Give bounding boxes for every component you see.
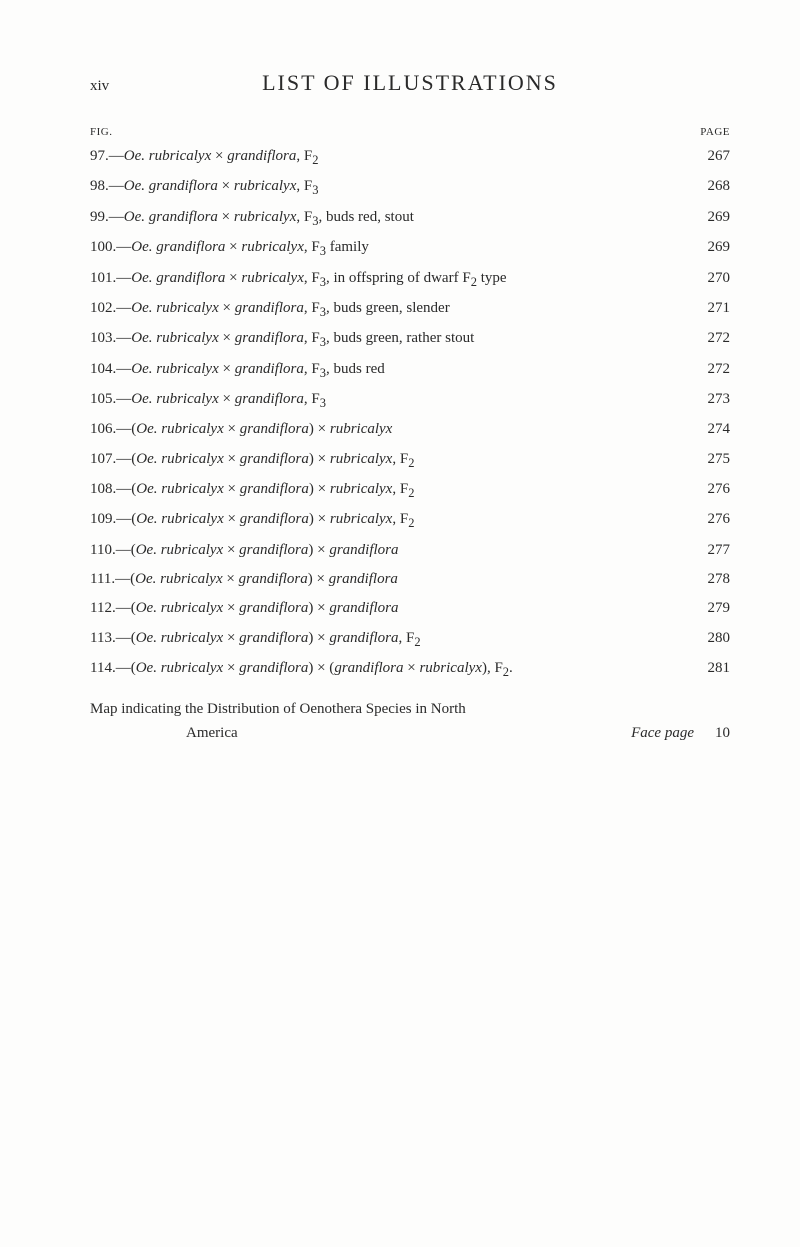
list-entry: 98.—Oe. grandiflora × rubricalyx, F3 268	[90, 172, 730, 202]
entry-page: 269	[694, 203, 730, 232]
leader-dots	[322, 159, 690, 160]
entry-label: 109.—(Oe. rubricalyx × grandiflora) × ru…	[90, 505, 414, 535]
entry-page: 278	[694, 565, 730, 594]
column-headers: FIG. PAGE	[90, 126, 730, 138]
list-entry: 100.—Oe. grandiflora × rubricalyx, F3 fa…	[90, 233, 730, 263]
entry-label: 108.—(Oe. rubricalyx × grandiflora) × ru…	[90, 475, 414, 505]
leader-dots	[418, 220, 690, 221]
leader-dots	[454, 311, 690, 312]
entry-page: 280	[694, 624, 730, 653]
entry-label: 100.—Oe. grandiflora × rubricalyx, F3 fa…	[90, 233, 369, 263]
entry-page: 279	[694, 594, 730, 623]
entry-page: 269	[694, 233, 730, 262]
entry-page: 273	[694, 385, 730, 414]
leader-dots	[396, 432, 690, 433]
entry-page: 277	[694, 536, 730, 565]
entry-label: 112.—(Oe. rubricalyx × grandiflora) × gr…	[90, 594, 399, 623]
entries-list: 97.—Oe. rubricalyx × grandiflora, F2267 …	[90, 142, 730, 684]
entry-label: 113.—(Oe. rubricalyx × grandiflora) × gr…	[90, 624, 421, 654]
leader-dots	[389, 372, 690, 373]
entry-page: 270	[694, 264, 730, 293]
entry-label: 101.—Oe. grandiflora × rubricalyx, F3, i…	[90, 264, 507, 294]
list-entry: 97.—Oe. rubricalyx × grandiflora, F2 267	[90, 142, 730, 172]
list-entry: 106.—(Oe. rubricalyx × grandiflora) × ru…	[90, 415, 730, 444]
entry-label: 114.—(Oe. rubricalyx × grandiflora) × (g…	[90, 654, 513, 684]
entry-label: 103.—Oe. rubricalyx × grandiflora, F3, b…	[90, 324, 474, 354]
page-title: LIST OF ILLUSTRATIONS	[90, 70, 730, 96]
entry-label: 107.—(Oe. rubricalyx × grandiflora) × ru…	[90, 445, 414, 475]
leader-dots	[373, 250, 690, 251]
leader-dots	[418, 492, 690, 493]
entry-label: 98.—Oe. grandiflora × rubricalyx, F3	[90, 172, 318, 202]
col-fig: FIG.	[90, 126, 112, 138]
entry-label: 111.—(Oe. rubricalyx × grandiflora) × gr…	[90, 565, 398, 594]
leader-dots	[517, 671, 690, 672]
list-entry: 99.—Oe. grandiflora × rubricalyx, F3, bu…	[90, 203, 730, 233]
col-page: PAGE	[700, 126, 730, 138]
list-entry: 114.—(Oe. rubricalyx × grandiflora) × (g…	[90, 654, 730, 684]
entry-label: 106.—(Oe. rubricalyx × grandiflora) × ru…	[90, 415, 392, 444]
list-entry: 110.—(Oe. rubricalyx × grandiflora) × gr…	[90, 536, 730, 565]
list-entry: 104.—Oe. rubricalyx × grandiflora, F3, b…	[90, 355, 730, 385]
list-entry: 103.—Oe. rubricalyx × grandiflora, F3, b…	[90, 324, 730, 354]
entry-page: 267	[694, 142, 730, 171]
leader-dots	[425, 641, 690, 642]
list-entry: 111.—(Oe. rubricalyx × grandiflora) × gr…	[90, 565, 730, 594]
list-entry: 102.—Oe. rubricalyx × grandiflora, F3, b…	[90, 294, 730, 324]
entry-page: 272	[694, 324, 730, 353]
leader-dots	[403, 611, 691, 612]
entry-label: 99.—Oe. grandiflora × rubricalyx, F3, bu…	[90, 203, 414, 233]
entry-page: 268	[694, 172, 730, 201]
header-row: xiv LIST OF ILLUSTRATIONS	[90, 70, 730, 96]
entry-label: 102.—Oe. rubricalyx × grandiflora, F3, b…	[90, 294, 450, 324]
entry-page: 281	[694, 654, 730, 683]
entry-page: 276	[694, 475, 730, 504]
leader-dots	[511, 281, 690, 282]
entry-page: 275	[694, 445, 730, 474]
map-line1: Map indicating the Distribution of Oenot…	[90, 698, 466, 721]
list-entry: 113.—(Oe. rubricalyx × grandiflora) × gr…	[90, 624, 730, 654]
leader-dots	[330, 402, 690, 403]
entry-label: 110.—(Oe. rubricalyx × grandiflora) × gr…	[90, 536, 399, 565]
page: xiv LIST OF ILLUSTRATIONS FIG. PAGE 97.—…	[0, 0, 800, 1247]
list-entry: 105.—Oe. rubricalyx × grandiflora, F3 273	[90, 385, 730, 415]
map-page: 10	[694, 722, 730, 745]
leader-dots	[418, 522, 690, 523]
map-face-page: Face page	[631, 722, 694, 745]
entry-label: 97.—Oe. rubricalyx × grandiflora, F2	[90, 142, 318, 172]
list-entry: 109.—(Oe. rubricalyx × grandiflora) × ru…	[90, 505, 730, 535]
map-line2-left: America	[90, 722, 238, 745]
leader-dots	[403, 553, 691, 554]
list-entry: 107.—(Oe. rubricalyx × grandiflora) × ru…	[90, 445, 730, 475]
entry-label: 105.—Oe. rubricalyx × grandiflora, F3	[90, 385, 326, 415]
leader-dots	[478, 341, 690, 342]
leader-dots	[418, 462, 690, 463]
list-entry: 101.—Oe. grandiflora × rubricalyx, F3, i…	[90, 264, 730, 294]
map-entry: Map indicating the Distribution of Oenot…	[90, 698, 730, 745]
leader-dots	[322, 189, 690, 190]
leader-dots	[242, 736, 627, 737]
list-entry: 112.—(Oe. rubricalyx × grandiflora) × gr…	[90, 594, 730, 623]
entry-page: 272	[694, 355, 730, 384]
list-entry: 108.—(Oe. rubricalyx × grandiflora) × ru…	[90, 475, 730, 505]
entry-page: 274	[694, 415, 730, 444]
entry-page: 276	[694, 505, 730, 534]
entry-page: 271	[694, 294, 730, 323]
leader-dots	[402, 582, 690, 583]
entry-label: 104.—Oe. rubricalyx × grandiflora, F3, b…	[90, 355, 385, 385]
